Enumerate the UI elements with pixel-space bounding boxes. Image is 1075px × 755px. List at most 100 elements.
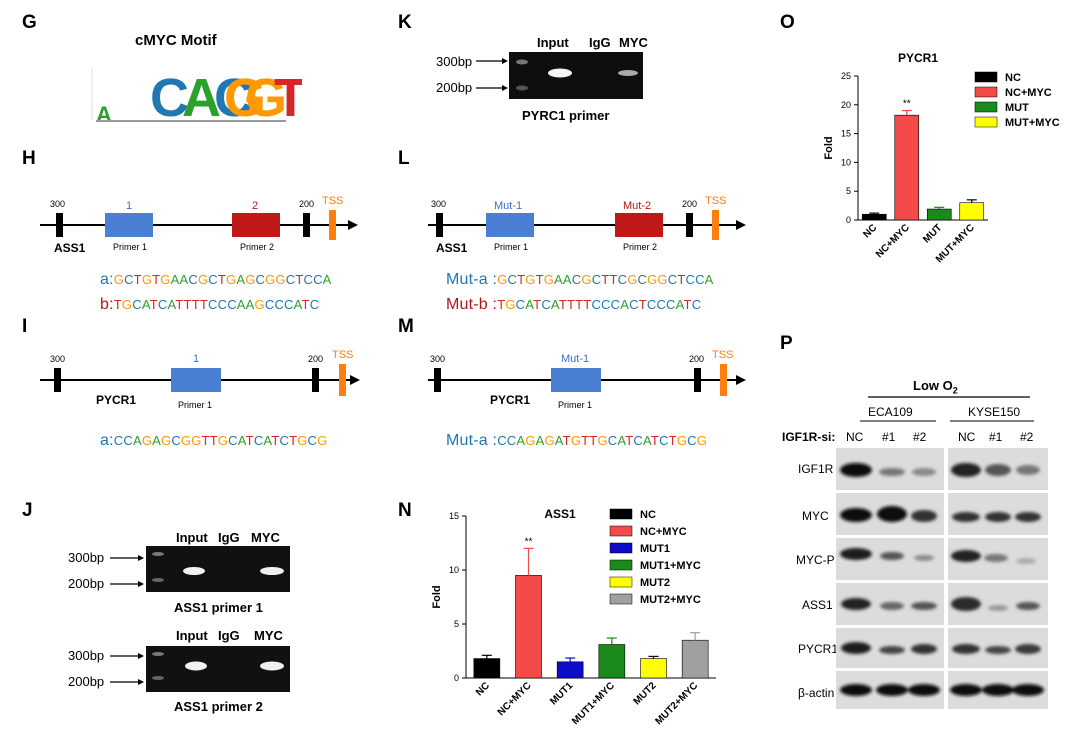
blot-row-myc-p: MYC-P [796,553,835,567]
blot-lane-6: #2 [1020,430,1034,444]
tss-label: TSS [322,195,343,207]
legend-swatch [609,508,633,520]
label-300: 300 [50,199,65,209]
tss-marker [329,210,336,240]
seq-label: a: [100,271,114,288]
panel-h-diagram: 300 1 Primer 1 2 Primer 2 200 TSS ASS1 [40,195,358,255]
gel-j1 [110,546,290,592]
gel-j1-caption: ASS1 primer 1 [174,600,263,615]
y-tick-label: 5 [454,619,459,629]
gel-j2-200bp: 200bp [68,674,105,689]
arrow-icon [350,375,360,385]
gel-j2-lane-myc: MYC [254,628,283,643]
gel-k-caption: PYRC1 primer [522,108,609,123]
seq-label: b: [100,296,114,313]
motif-letter-c2: C [214,68,253,128]
seq-text: TGCATCATTTTCCCAAGCCCATC [113,297,320,312]
bar [473,658,501,679]
label-300: 300 [431,199,446,209]
gel-k-caption-text: PYRC1 primer [522,108,610,123]
primer1-box [105,213,153,237]
gel-k-lane-myc: MYC [619,35,648,50]
gel-j1-lane-igg: IgG [218,530,240,545]
panel-m-diagram: 300 Mut-1 Primer 1 200 TSS PYCR1 [428,349,746,410]
legend-swatch [609,576,633,588]
x-tick-label: NC+MYC [496,680,534,718]
tss-marker [339,364,346,396]
legend-swatch [609,525,633,537]
legend-swatch [974,116,998,128]
y-tick-label: 15 [449,511,459,521]
panel-label-h: H [22,148,36,169]
gel-j1-300bp: 300bp [68,550,105,565]
arrow-icon [348,220,358,230]
y-tick-label: 0 [454,673,459,683]
blot-header-lines [860,396,1034,422]
primer1-box [171,368,221,392]
bar [598,644,626,679]
bar [894,114,920,221]
gel-k-lane-igg: IgG [589,35,611,50]
motif-letter-c1: C [150,68,189,128]
western-blot [836,448,1048,709]
legend-label: MUT2+MYC [640,594,701,606]
motif-letter-a1: A [96,102,112,127]
blot-row-pycr1: PYCR1 [798,642,839,656]
seq-h-b: b:TGCATCATTTTCCCAAGCCCATC [100,296,319,314]
blot-si-label: IGF1R-si: [782,430,836,444]
primer2-label: Primer 2 [240,242,274,252]
arrow-icon [736,375,746,385]
seq-l-b: Mut-b :TGCATCATTTTCCCACTCCCATC [446,296,701,314]
legend-label: NC [640,509,656,521]
motif-title: cMYC Motif [135,32,217,49]
seq-text: CCAGAGCGGTTGCATCATCTGCG [113,433,328,448]
blot-lane-2: #1 [882,430,896,444]
primer2-box [232,213,280,237]
y-axis-label: Fold [823,136,835,159]
legend-label: NC+MYC [1005,87,1052,99]
label-200: 200 [682,199,697,209]
gel-k-image [509,52,643,99]
blot-cell-eca109: ECA109 [868,405,913,419]
label-300: 300 [430,354,445,364]
legend-swatch [609,542,633,554]
bar [681,639,709,679]
gel-j2-lane-input: Input [176,628,208,643]
box2-label: Mut-2 [623,200,651,212]
y-tick-label: 5 [846,186,851,196]
tss-label: TSS [705,195,726,207]
blot-low-o2-sub: 2 [952,385,958,396]
box1-label: Mut-1 [561,353,589,365]
y-tick-label: 15 [841,129,851,139]
gel-j2-caption-text: ASS1 primer 2 [174,699,263,714]
legend-label: NC [1005,72,1021,84]
panel-label-i: I [22,316,28,337]
x-tick-label: NC [861,222,879,240]
bar [556,661,584,679]
x-tick-label: MUT1 [548,680,575,707]
legend-label: MUT1+MYC [640,560,701,572]
panel-label-l: L [398,148,410,169]
motif-letter-a2: A [182,68,221,128]
label-200: 200 [299,199,314,209]
gel-j1-caption-text: ASS1 primer 1 [174,600,263,615]
y-tick-label: 10 [449,565,459,575]
box2-label: 2 [252,200,258,212]
bar [861,213,887,221]
gel-k [476,52,643,99]
panel-i-diagram: 300 1 Primer 1 200 TSS PYCR1 [40,349,360,410]
legend-label: MUT [1005,102,1029,114]
x-tick-label: NC+MYC [874,222,912,260]
arrow-icon [736,220,746,230]
seq-text: GCTGTGAACGCTTCGCGGCTCCA [497,272,714,287]
x-tick-label: MUT1+MYC [570,680,617,727]
blot-row-beta-actin: β-actin [798,686,835,700]
panel-label-o: O [780,12,795,33]
gel-j2-caption: ASS1 primer 2 [174,699,263,714]
box1-label: 1 [126,200,132,212]
marker-300 [434,368,441,392]
blot-low-o2-text: Low O [913,378,953,393]
seq-m-a: Mut-a :CCAGAGATGTTGCATCATCTGCG [446,432,707,450]
motif-letter-g2-holder: G [224,68,266,122]
